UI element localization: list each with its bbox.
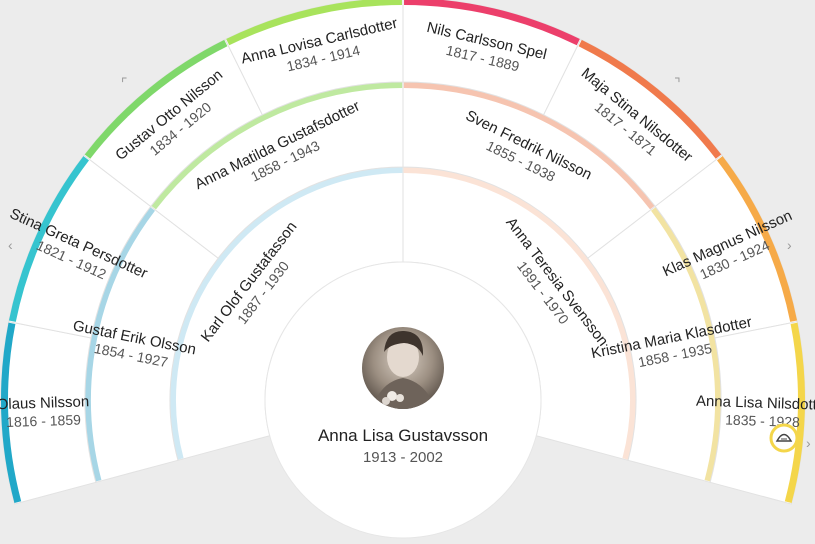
root-dates: 1913 - 2002 [363, 449, 443, 466]
ancestor-rings [0, 0, 806, 505]
ancestor-color-band-generation3-2 [84, 39, 228, 159]
ancestor-color-band-generation3-5 [578, 39, 722, 159]
root-person[interactable]: Anna Lisa Gustavsson 1913 - 2002 [264, 261, 542, 539]
ancestor-color-band-generation2-0 [85, 207, 155, 482]
ancestor-name: Olaus Nilsson [0, 393, 89, 413]
root-name: Anna Lisa Gustavsson [318, 426, 488, 445]
corner-tl-icon: ⌜ [121, 75, 128, 91]
ancestor-color-band-generation2-1 [151, 82, 403, 210]
ancestor-color-band-generation3-0 [1, 322, 22, 504]
ancestor-color-band-generation3-1 [8, 156, 89, 322]
chevron-right-icon: › [787, 237, 792, 253]
ancestor-color-band-generation2-2 [403, 82, 655, 210]
chevron-left-icon: ‹ [8, 237, 13, 253]
ancestor-color-band-generation2-3 [651, 207, 721, 482]
ancestor-color-band-generation3-7 [784, 322, 805, 504]
ancestor-color-band-generation3-3 [226, 0, 402, 46]
corner-tr-icon: ⌝ [674, 75, 681, 91]
expand-icon[interactable] [769, 423, 799, 453]
ancestor-dates: 1816 - 1859 [6, 412, 81, 430]
ancestor-color-band-generation1-1 [403, 167, 636, 460]
ancestor-color-band-generation3-4 [404, 0, 580, 46]
ancestor-color-band-generation3-6 [717, 156, 798, 322]
ancestor-name: Anna Lisa Nilsdotter [696, 393, 815, 414]
chevron-right-small-icon: › [806, 435, 811, 451]
portrait-photo [362, 327, 444, 409]
ancestor-color-band-generation1-0 [170, 167, 403, 460]
